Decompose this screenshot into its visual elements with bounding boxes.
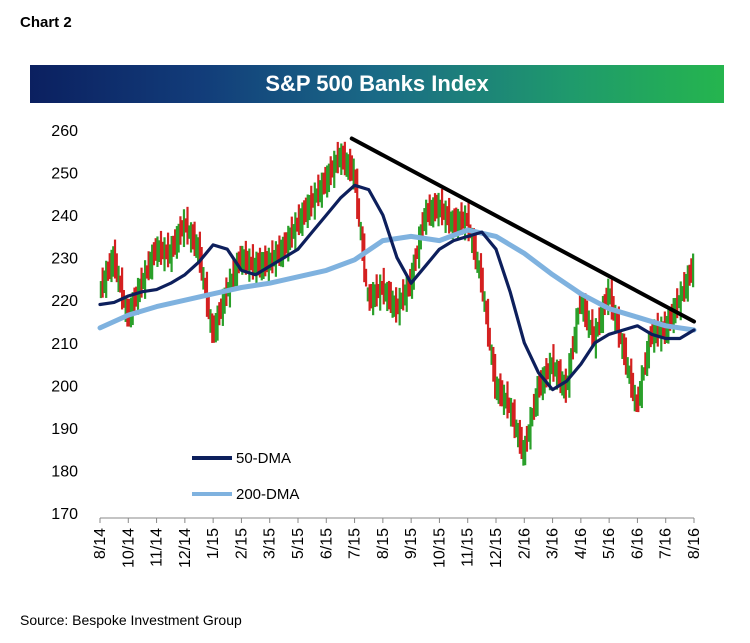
x-tick-label: 11/14 bbox=[149, 528, 166, 567]
y-tick-label: 230 bbox=[51, 251, 78, 268]
x-tick-label: 3/15 bbox=[262, 528, 279, 559]
y-tick-label: 240 bbox=[51, 208, 78, 225]
y-tick-label: 170 bbox=[51, 506, 78, 523]
x-tick-label: 12/15 bbox=[488, 528, 505, 568]
y-tick-label: 200 bbox=[51, 378, 78, 395]
x-tick-label: 9/15 bbox=[403, 528, 420, 559]
y-tick-label: 210 bbox=[51, 336, 78, 353]
x-tick-label: 10/14 bbox=[120, 528, 137, 568]
x-tick-label: 3/16 bbox=[545, 528, 562, 559]
x-tick-label: 6/15 bbox=[318, 528, 335, 559]
y-tick-label: 180 bbox=[51, 463, 78, 480]
x-tick-label: 4/16 bbox=[573, 528, 590, 559]
x-tick-label: 11/15 bbox=[460, 528, 477, 567]
x-tick-label: 10/15 bbox=[431, 528, 448, 568]
y-tick-label: 260 bbox=[51, 123, 78, 140]
y-tick-label: 190 bbox=[51, 421, 78, 438]
trendline bbox=[349, 136, 696, 324]
x-tick-label: 2/15 bbox=[233, 528, 250, 559]
x-tick-label: 5/15 bbox=[290, 528, 307, 559]
series-line-200-dma bbox=[97, 227, 697, 333]
x-tick-label: 12/14 bbox=[177, 528, 194, 568]
chart-label: Chart 2 bbox=[20, 14, 72, 31]
chart-title: S&P 500 Banks Index bbox=[265, 71, 489, 96]
series-line-50-dma bbox=[98, 183, 696, 392]
legend-label: 200-DMA bbox=[236, 486, 299, 503]
x-tick-label: 2/16 bbox=[516, 528, 533, 559]
x-tick-label: 1/15 bbox=[205, 528, 222, 559]
x-tick-label: 8/15 bbox=[375, 528, 392, 559]
x-tick-label: 8/16 bbox=[686, 528, 703, 559]
legend-label: 50-DMA bbox=[236, 450, 291, 467]
x-tick-label: 7/16 bbox=[658, 528, 675, 559]
x-tick-label: 7/15 bbox=[347, 528, 364, 559]
x-tick-label: 5/16 bbox=[601, 528, 618, 559]
x-tick-label: 8/14 bbox=[92, 528, 109, 559]
x-tick-label: 6/16 bbox=[629, 528, 646, 559]
source-note: Source: Bespoke Investment Group bbox=[20, 612, 242, 628]
chart-title-banner: S&P 500 Banks Index bbox=[30, 65, 724, 103]
y-tick-label: 250 bbox=[51, 166, 78, 183]
y-tick-label: 220 bbox=[51, 293, 78, 310]
